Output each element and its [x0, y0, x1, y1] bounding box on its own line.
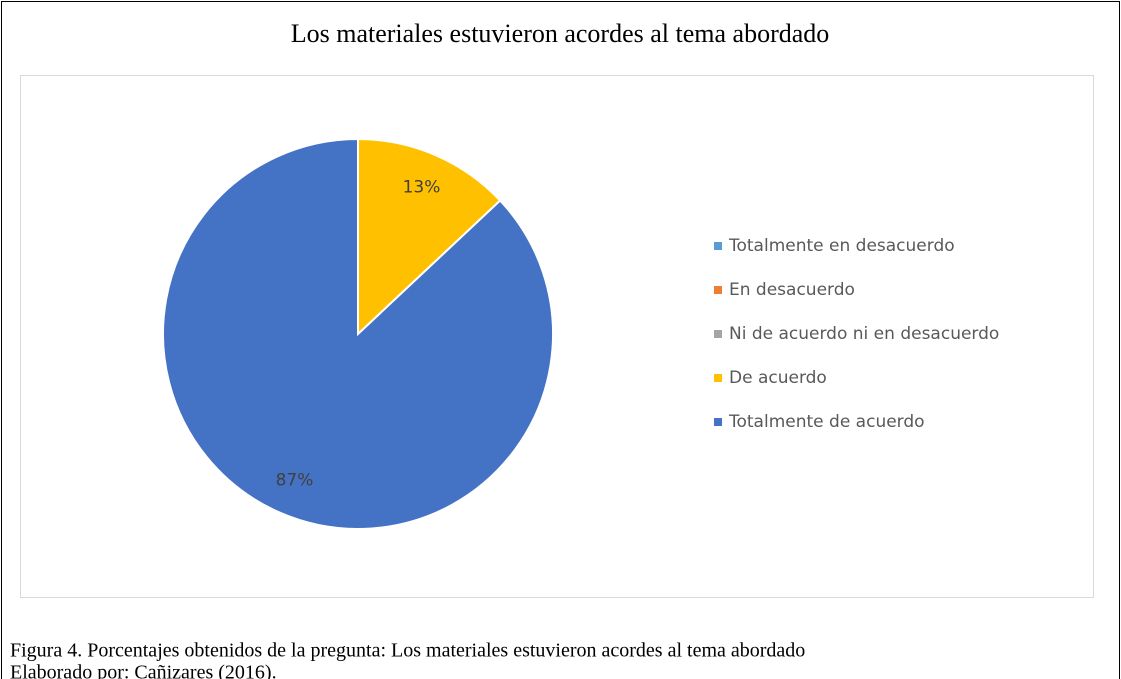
pie-slice [162, 137, 554, 530]
caption: Figura 4. Porcentajes obtenidos de la pr… [10, 640, 805, 662]
chart-title: Los materiales estuvieron acordes al tem… [291, 19, 830, 48]
legend-swatch [714, 242, 722, 250]
legend-label: Totalmente en desacuerdo [728, 236, 955, 256]
legend-swatch [714, 418, 722, 426]
caption: Elaborado por: Cañizares (2016). [10, 662, 277, 679]
legend-swatch [714, 374, 722, 382]
legend-label: Ni de acuerdo ni en desacuerdo [729, 324, 999, 344]
legend-swatch [714, 330, 722, 338]
data-label: 87% [276, 471, 314, 491]
legend-label: En desacuerdo [729, 280, 855, 300]
pie-slice [357, 137, 502, 337]
legend-label: De acuerdo [729, 368, 827, 388]
legend-swatch [714, 286, 722, 294]
data-label: 13% [403, 177, 441, 197]
legend-label: Totalmente de acuerdo [728, 412, 925, 432]
